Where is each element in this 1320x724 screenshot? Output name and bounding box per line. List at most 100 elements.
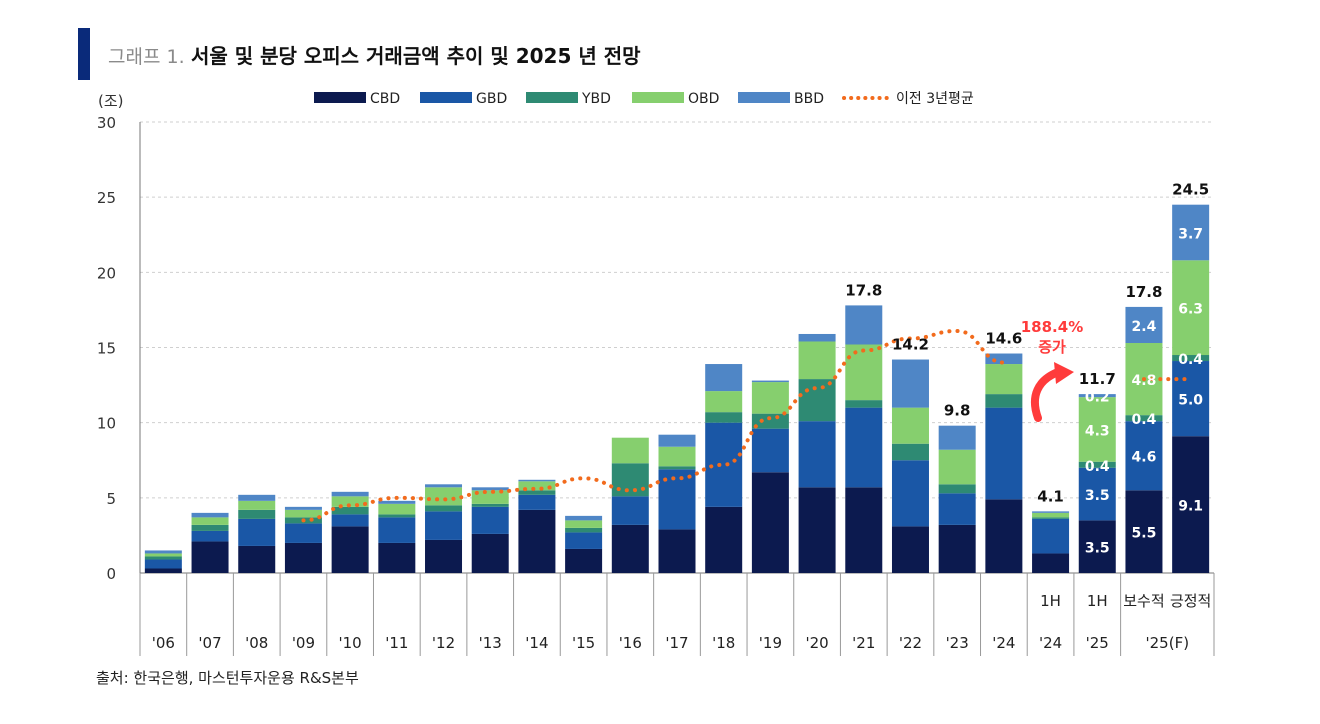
y-tick-label: 20: [97, 264, 116, 282]
x-tick-label: '13: [479, 634, 502, 652]
y-tick-label: 5: [106, 490, 116, 508]
bar-segment-gbd: [191, 530, 229, 542]
segment-data-label: 4.6: [1132, 450, 1157, 466]
bar-segment-cbd: [1032, 553, 1070, 573]
bar-segment-obd: [938, 449, 976, 485]
bar-segment-bbd: [471, 487, 509, 491]
bar-segment-obd: [331, 496, 369, 507]
x-tick-label-top: 1H: [1087, 592, 1108, 610]
x-tick-label: '19: [759, 634, 782, 652]
bar-segment-obd: [658, 446, 696, 467]
bar-segment-bbd: [891, 359, 929, 408]
bar-segment-cbd: [798, 487, 836, 573]
bar-segment-obd: [798, 341, 836, 380]
bar-segment-ybd: [378, 514, 416, 518]
bar-segment-gbd: [1172, 361, 1210, 437]
x-tick-label: '06: [152, 634, 175, 652]
bar-segment-gbd: [144, 559, 182, 569]
legend-swatch-obd: [632, 92, 684, 103]
segment-data-label: 0.4: [1085, 459, 1110, 475]
bar-segment-ybd: [751, 413, 789, 429]
x-tick-label: '11: [385, 634, 408, 652]
segment-data-label: 6.3: [1178, 302, 1203, 318]
x-tick-label: '24: [992, 634, 1015, 652]
bar-segment-gbd: [331, 514, 369, 527]
y-axis-label: (조): [98, 92, 124, 110]
total-data-label: 11.7: [1079, 370, 1116, 388]
x-tick-label: '18: [712, 634, 735, 652]
bar-segment-gbd: [378, 517, 416, 543]
y-tick-label: 10: [97, 415, 116, 433]
bar-segment-ybd: [1125, 415, 1163, 422]
bar-segment-bbd: [798, 333, 836, 342]
segment-data-label: 3.5: [1085, 488, 1110, 504]
bar-segment-bbd: [1172, 204, 1210, 261]
bar-segment-bbd: [751, 380, 789, 383]
segment-data-label: 0.2: [1085, 390, 1110, 406]
bar-segment-cbd: [378, 542, 416, 573]
bar-segment-bbd: [658, 434, 696, 447]
bar-segment-obd: [518, 481, 556, 491]
x-tick-label: '14: [525, 634, 548, 652]
x-tick-label-top: 보수적: [1123, 592, 1164, 610]
chart-title: 그래프 1. 서울 및 분당 오피스 거래금액 추이 및 2025 년 전망: [108, 40, 641, 69]
x-tick-label: '22: [899, 634, 922, 652]
bar-segment-bbd: [378, 500, 416, 504]
legend-label: OBD: [688, 91, 719, 107]
bar-segment-ybd: [845, 400, 883, 408]
title-accent-bar: [78, 28, 90, 80]
bar-segment-cbd: [471, 533, 509, 573]
total-data-label: 17.8: [1125, 283, 1162, 301]
segment-data-label: 0.4: [1178, 352, 1203, 368]
bar-segment-cbd: [144, 568, 182, 573]
bar-segment-cbd: [1078, 520, 1116, 573]
bar-segment-cbd: [238, 545, 276, 573]
x-tick-label: '07: [198, 634, 221, 652]
bar-segment-bbd: [1125, 306, 1163, 343]
bar-segment-ybd: [1032, 517, 1070, 519]
x-tick-label: '08: [245, 634, 268, 652]
bar-segment-obd: [1172, 260, 1210, 356]
x-tick-label: '24: [1039, 634, 1062, 652]
bar-segment-gbd: [518, 494, 556, 510]
bar-segment-obd: [238, 500, 276, 510]
bar-segment-obd: [425, 487, 463, 506]
bar-segment-cbd: [751, 472, 789, 573]
bar-segment-ybd: [985, 394, 1023, 408]
bar-segment-gbd: [751, 428, 789, 473]
bar-segment-bbd: [144, 550, 182, 554]
bar-segment-cbd: [518, 509, 556, 573]
bar-segment-ybd: [1172, 355, 1210, 362]
bar-segment-cbd: [191, 541, 229, 573]
bar-segment-ybd: [144, 556, 182, 560]
bar-segment-obd: [1078, 397, 1116, 462]
bar-segment-obd: [985, 364, 1023, 395]
bar-segment-bbd: [284, 506, 322, 510]
segment-data-label: 4.3: [1085, 423, 1110, 439]
x-tick-label: '25: [1086, 634, 1109, 652]
annotation-label: 증가: [1038, 338, 1066, 356]
x-tick-label: '23: [946, 634, 969, 652]
bar-segment-ybd: [518, 490, 556, 495]
bar-segment-gbd: [565, 532, 603, 549]
bar-segment-ybd: [425, 505, 463, 512]
bar-segment-gbd: [845, 407, 883, 488]
legend-swatch-bbd: [738, 92, 790, 103]
segment-data-label: 0.4: [1132, 412, 1157, 428]
segment-data-label: 5.5: [1132, 526, 1157, 542]
bar-segment-obd: [611, 437, 649, 464]
x-tick-label: '15: [572, 634, 595, 652]
bar-segment-cbd: [611, 524, 649, 573]
bar-segment-gbd: [284, 523, 322, 543]
bar-segment-cbd: [891, 526, 929, 573]
bar-segment-bbd: [191, 512, 229, 518]
bar-segment-ybd: [938, 484, 976, 494]
bar-segment-cbd: [705, 506, 743, 573]
bar-segment-obd: [845, 344, 883, 401]
bar-segment-gbd: [425, 511, 463, 540]
segment-data-label: 3.7: [1178, 226, 1203, 242]
legend-label: CBD: [370, 91, 400, 107]
y-tick-label: 15: [97, 340, 116, 358]
total-data-label: 4.1: [1037, 487, 1064, 505]
